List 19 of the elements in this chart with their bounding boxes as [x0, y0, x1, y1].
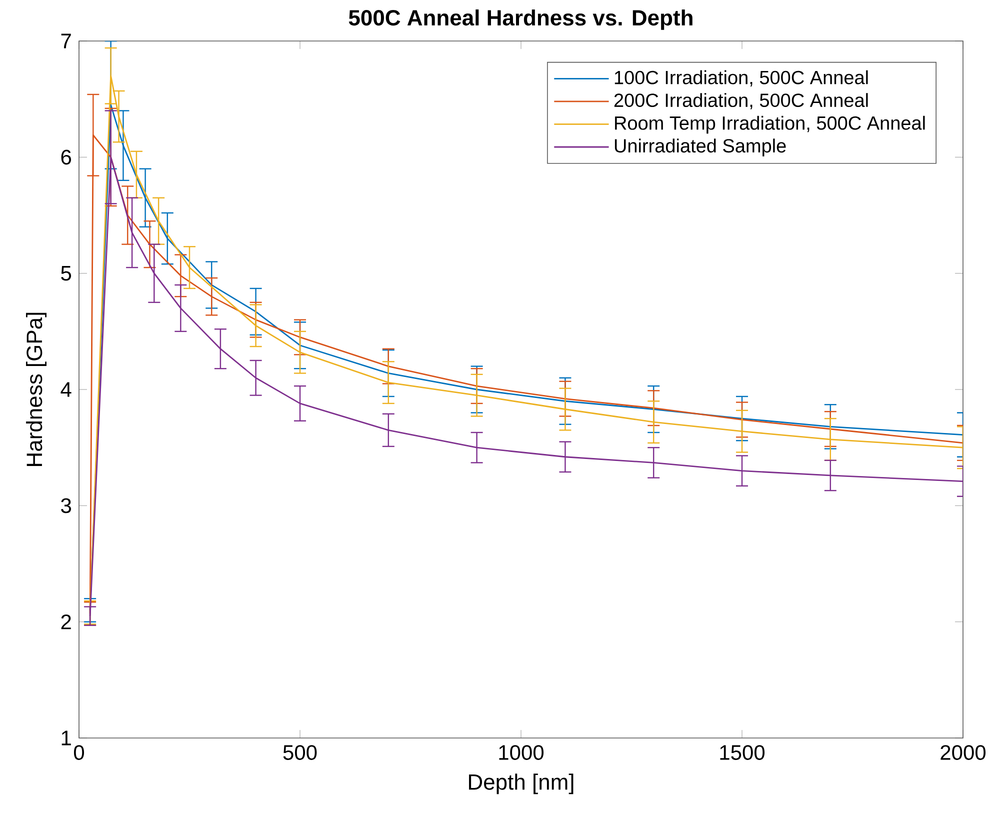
- legend-label: Room Temp Irradiation, 500C Anneal: [615, 116, 925, 134]
- legend-label: 100C Irradiation, 500C Anneal: [614, 70, 868, 87]
- x-tick-label: 500: [283, 745, 317, 760]
- y-tick-label: 7: [61, 34, 71, 48]
- y-tick-label: 6: [61, 150, 72, 165]
- x-tick-label: 0: [74, 745, 84, 760]
- y-tick-label: 4: [60, 382, 72, 397]
- legend-label: 200C Irradiation, 500C Anneal: [614, 93, 868, 110]
- y-axis-title: Hardness [GPa]: [26, 312, 47, 466]
- y-tick-label: 5: [61, 266, 72, 281]
- chart-title: 500C Anneal Hardness vs. Depth: [348, 9, 692, 30]
- y-tick-label: 1: [62, 730, 71, 746]
- y-tick-label: 2: [61, 614, 71, 630]
- x-tick-label: 1500: [720, 745, 765, 760]
- x-axis-title: Depth [nm]: [469, 774, 574, 794]
- x-tick-label: 2000: [940, 745, 986, 760]
- x-tick-label: 1000: [499, 745, 544, 760]
- y-tick-label: 3: [61, 498, 72, 514]
- legend-label: Unirradiated Sample: [614, 138, 786, 156]
